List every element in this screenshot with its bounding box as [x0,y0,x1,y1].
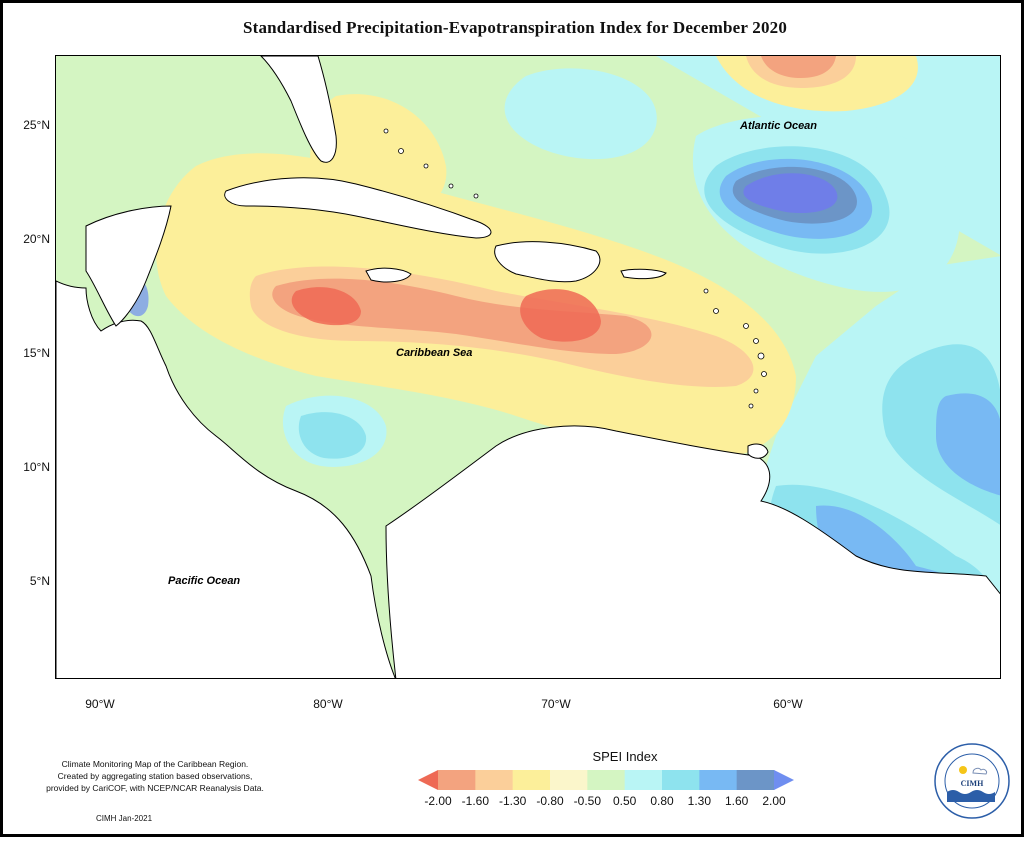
jamaica [365,267,412,283]
sun-icon [959,766,967,774]
pacific-ocean-label: Pacific Ocean [168,575,241,587]
legend-swatch [736,770,775,790]
legend-swatch [662,770,700,790]
legend-swatch [587,770,626,790]
legend-swatch [550,770,588,790]
central-america [56,280,396,678]
legend-tick-label: 1.60 [724,794,749,808]
legend-arrow-low [418,770,438,790]
y-axis-label-5n: 5°N [29,574,50,588]
y-axis-label-15n: 15°N [23,346,50,360]
landmass [56,56,1000,678]
legend-swatch [512,770,551,790]
y-axis-label-25n: 25°N [23,118,50,132]
spei-map-svg [56,56,1000,678]
legend-tick-label: -1.60 [461,794,490,808]
dry-core-hispaniola-south [520,289,601,342]
legend-swatch [475,770,514,790]
credits-date: CIMH Jan-2021 [96,814,153,823]
legend-tick-label: -1.30 [498,794,527,808]
hispaniola [494,241,601,283]
legend-colorbar [418,770,794,790]
atlantic-ocean-label: Atlantic Ocean [740,120,818,132]
legend-arrow-high [774,770,794,790]
trinidad [747,443,769,459]
dry-core-jamaica-south [291,287,361,326]
x-axis-label-70w: 70°W [541,697,571,711]
legend-tick-label: 2.00 [762,794,786,808]
spei-map [55,55,1001,679]
credits-line-3: provided by CariCOF, with NCEP/NCAR Rean… [46,783,264,793]
cloud-icon [972,767,987,775]
y-axis-label-10n: 10°N [23,460,50,474]
legend-title: SPEI Index [592,749,658,764]
puerto-rico [620,268,667,280]
dry-region-atlantic-top-3 [761,56,836,78]
x-axis-label-60w: 60°W [773,697,803,711]
cuba [224,177,492,239]
legend-tick-label: 1.30 [687,794,712,808]
wet-region-atlantic [656,56,1000,678]
wet-core-atlantic-4 [743,173,838,214]
legend-tick-label: 0.80 [650,794,674,808]
x-axis-label-90w: 90°W [85,697,115,711]
wet-region-atlantic-nw [504,68,657,160]
legend-tick-label: -2.00 [424,794,452,808]
legend-tick-label: 0.50 [612,794,637,808]
wet-region-east-core [936,393,1000,496]
legend-swatch [438,770,476,790]
florida [260,56,337,163]
x-axis-label-80w: 80°W [313,697,343,711]
credits-text: Climate Monitoring Map of the Caribbean … [30,758,280,794]
legend-swatch [699,770,738,790]
credits-line-2: Created by aggregating station based obs… [57,771,253,781]
lesser-antilles [383,128,767,409]
yucatan [85,205,172,327]
legend-swatch [624,770,663,790]
map-title: Standardised Precipitation-Evapotranspir… [242,18,788,37]
caribbean-sea-label: Caribbean Sea [396,347,473,359]
wet-core-sw-caribbean [298,412,367,459]
cimh-logo: CIMH [934,743,1010,819]
wave-icon [947,790,995,802]
logo-text: CIMH [961,779,984,788]
y-axis-label-20n: 20°N [23,232,50,246]
legend-tick-label: -0.80 [536,794,564,808]
legend-tick-label: -0.50 [573,794,602,808]
legend-ticks: -2.00 -1.60 -1.30 -0.80 -0.50 0.50 0.80 1.30 1.6… [418,794,794,808]
credits-line-1: Climate Monitoring Map of the Caribbean … [61,759,249,769]
south-america [385,425,1000,678]
